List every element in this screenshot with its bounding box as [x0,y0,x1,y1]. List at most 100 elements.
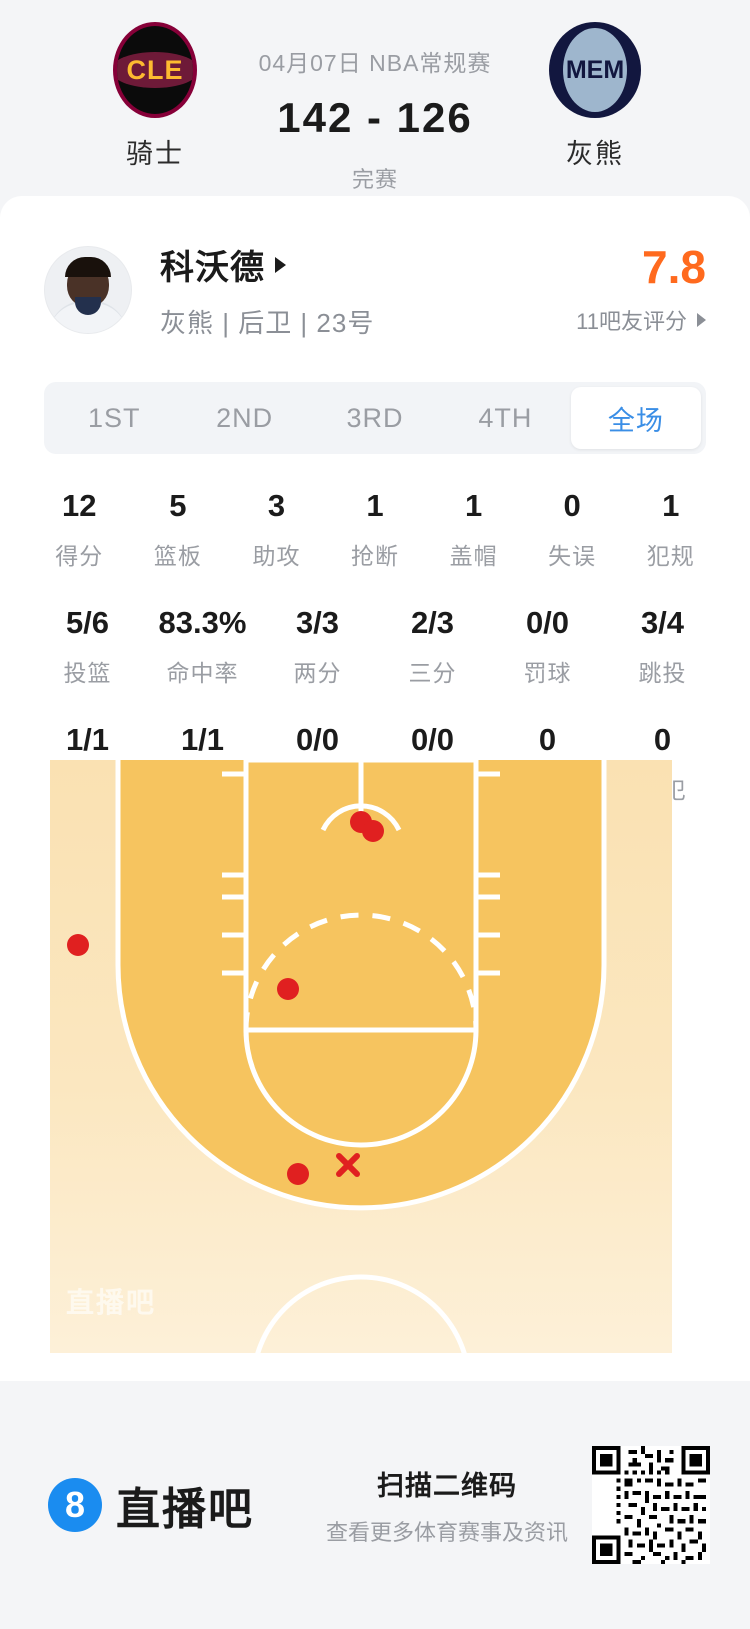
three-point-line [115,760,607,1211]
stats-row-shooting: 5/6 投篮 83.3% 命中率 3/3 两分 2/3 三分 0/0 罚球 3/… [30,605,720,688]
stat-value: 83.3% [158,605,247,640]
lane-hash-marks [222,771,500,976]
center-circle [255,1274,467,1353]
stat-value: 5 [169,488,187,523]
shot-made-marker[interactable] [67,934,89,956]
match-status: 完赛 [351,167,398,192]
stat-label: 盖帽 [449,543,498,569]
stat-label: 两分 [293,660,342,686]
stat-value: 1 [464,488,483,523]
stat-label: 失误 [548,543,597,569]
stat-fg-percent: 83.3% 命中率 [145,605,260,688]
eight-circle-icon: 8 [48,1478,102,1532]
free-throw-circle-solid [243,1029,479,1148]
stat-label: 罚球 [523,660,572,686]
player-name-link[interactable]: 科沃德 [160,240,576,289]
chevron-right-icon [697,313,706,327]
stat-value: 0 [563,488,581,523]
cle-team-logo-icon: CLE [107,22,203,118]
mem-team-logo-icon: MEM [547,22,643,118]
stat-points: 12 得分 [30,488,129,571]
match-date-league: 04月07日 NBA常规赛 [258,50,492,76]
tab-3rd[interactable]: 3RD [346,402,404,433]
tab-2nd[interactable]: 2ND [216,402,274,433]
away-team-name: 灰熊 [566,139,624,169]
brand-name: 直播吧 [116,1485,254,1534]
stat-label: 三分 [408,660,457,686]
stat-label: 抢断 [351,543,400,569]
stat-three-pointers: 2/3 三分 [375,605,490,688]
restricted-area-arc [320,803,402,832]
stat-rebounds: 5 篮板 [129,488,228,571]
qr-section: 扫描二维码 查看更多体育赛事及资讯 [326,1446,710,1564]
rating-block[interactable]: 7.8 11吧友评分 [576,244,706,336]
stats-grid: 12 得分 5 篮板 3 助攻 1 抢断 1 盖帽 0 失误 [0,488,750,805]
app-footer: 8 直播吧 扫描二维码 查看更多体育赛事及资讯 [0,1381,750,1629]
rating-count-label: 11吧友评分 [576,309,687,334]
stat-value: 0 [538,722,557,757]
stat-label: 助攻 [252,543,301,569]
stat-value: 3 [267,488,286,523]
scoreboard-header: CLE 骑士 04月07日 NBA常规赛 142 - 126 完赛 MEM 灰熊 [0,0,750,196]
player-header: 科沃德 灰熊 | 后卫 | 23号 7.8 11吧友评分 [0,196,750,340]
period-tabs: 1ST 2ND 3RD 4TH 全场 [44,382,706,454]
stat-label: 投篮 [63,660,112,686]
chevron-right-icon [275,256,286,273]
stat-value: 5/6 [65,605,110,640]
stat-blocks: 1 盖帽 [424,488,523,571]
stat-value: 3/4 [640,605,685,640]
brand-logo: 8 直播吧 [48,1473,254,1537]
stat-two-pointers: 3/3 两分 [260,605,375,688]
rating-count-link[interactable]: 11吧友评分 [576,304,706,336]
tab-4th[interactable]: 4TH [478,402,533,433]
final-score: 142 - 126 [277,94,473,141]
stat-label: 犯规 [646,543,695,569]
player-rating: 7.8 [642,241,706,293]
shot-made-marker[interactable] [277,978,299,1000]
stat-label: 跳投 [638,660,687,686]
stat-value: 0 [653,722,672,757]
player-meta: 灰熊 | 后卫 | 23号 [160,308,375,338]
stat-fieldgoals: 5/6 投篮 [30,605,145,688]
shot-made-marker[interactable] [287,1163,309,1185]
shot-made-marker[interactable] [362,820,384,842]
stat-value: 12 [62,488,97,523]
qr-title: 扫描二维码 [376,1470,517,1501]
tab-full-game[interactable]: 全场 [570,387,702,449]
player-avatar[interactable] [44,246,132,334]
home-team[interactable]: CLE 骑士 [60,22,250,171]
shot-markers [67,811,384,1185]
stat-value: 0/0 [410,722,455,757]
stat-label: 得分 [55,543,104,569]
stats-row-basic: 12 得分 5 篮板 3 助攻 1 抢断 1 盖帽 0 失误 [30,488,720,571]
stat-value: 0/0 [295,722,340,757]
tab-1st[interactable]: 1ST [87,402,141,433]
away-team-abbr: MEM [565,55,625,84]
court-diagram [50,760,672,1353]
home-team-abbr: CLE [126,54,184,85]
stat-steals: 1 抢断 [326,488,425,571]
stat-label: 命中率 [166,660,239,686]
stat-value: 2/3 [410,605,455,640]
stat-label: 篮板 [153,543,202,569]
home-team-name: 骑士 [126,139,184,169]
shot-chart[interactable]: 直播吧 [50,760,672,1353]
stat-value: 3/3 [295,605,340,640]
stat-jumpshots: 3/4 跳投 [605,605,720,688]
away-team[interactable]: MEM 灰熊 [500,22,690,171]
stat-fouls: 1 犯规 [621,488,720,571]
stat-value: 1 [662,488,680,523]
stat-value: 1 [366,488,384,523]
stat-turnovers: 0 失误 [523,488,622,571]
stat-value: 1/1 [180,722,225,757]
stat-value: 0/0 [525,605,570,640]
stat-assists: 3 助攻 [227,488,326,571]
qr-subtitle: 查看更多体育赛事及资讯 [325,1519,568,1545]
shot-missed-marker[interactable] [336,1153,360,1177]
stat-value: 1/1 [65,722,110,757]
match-summary: 04月07日 NBA常规赛 142 - 126 完赛 [250,22,500,194]
player-name: 科沃德 [160,249,265,287]
stat-free-throws: 0/0 罚球 [490,605,605,688]
qr-code-image[interactable] [592,1446,710,1564]
